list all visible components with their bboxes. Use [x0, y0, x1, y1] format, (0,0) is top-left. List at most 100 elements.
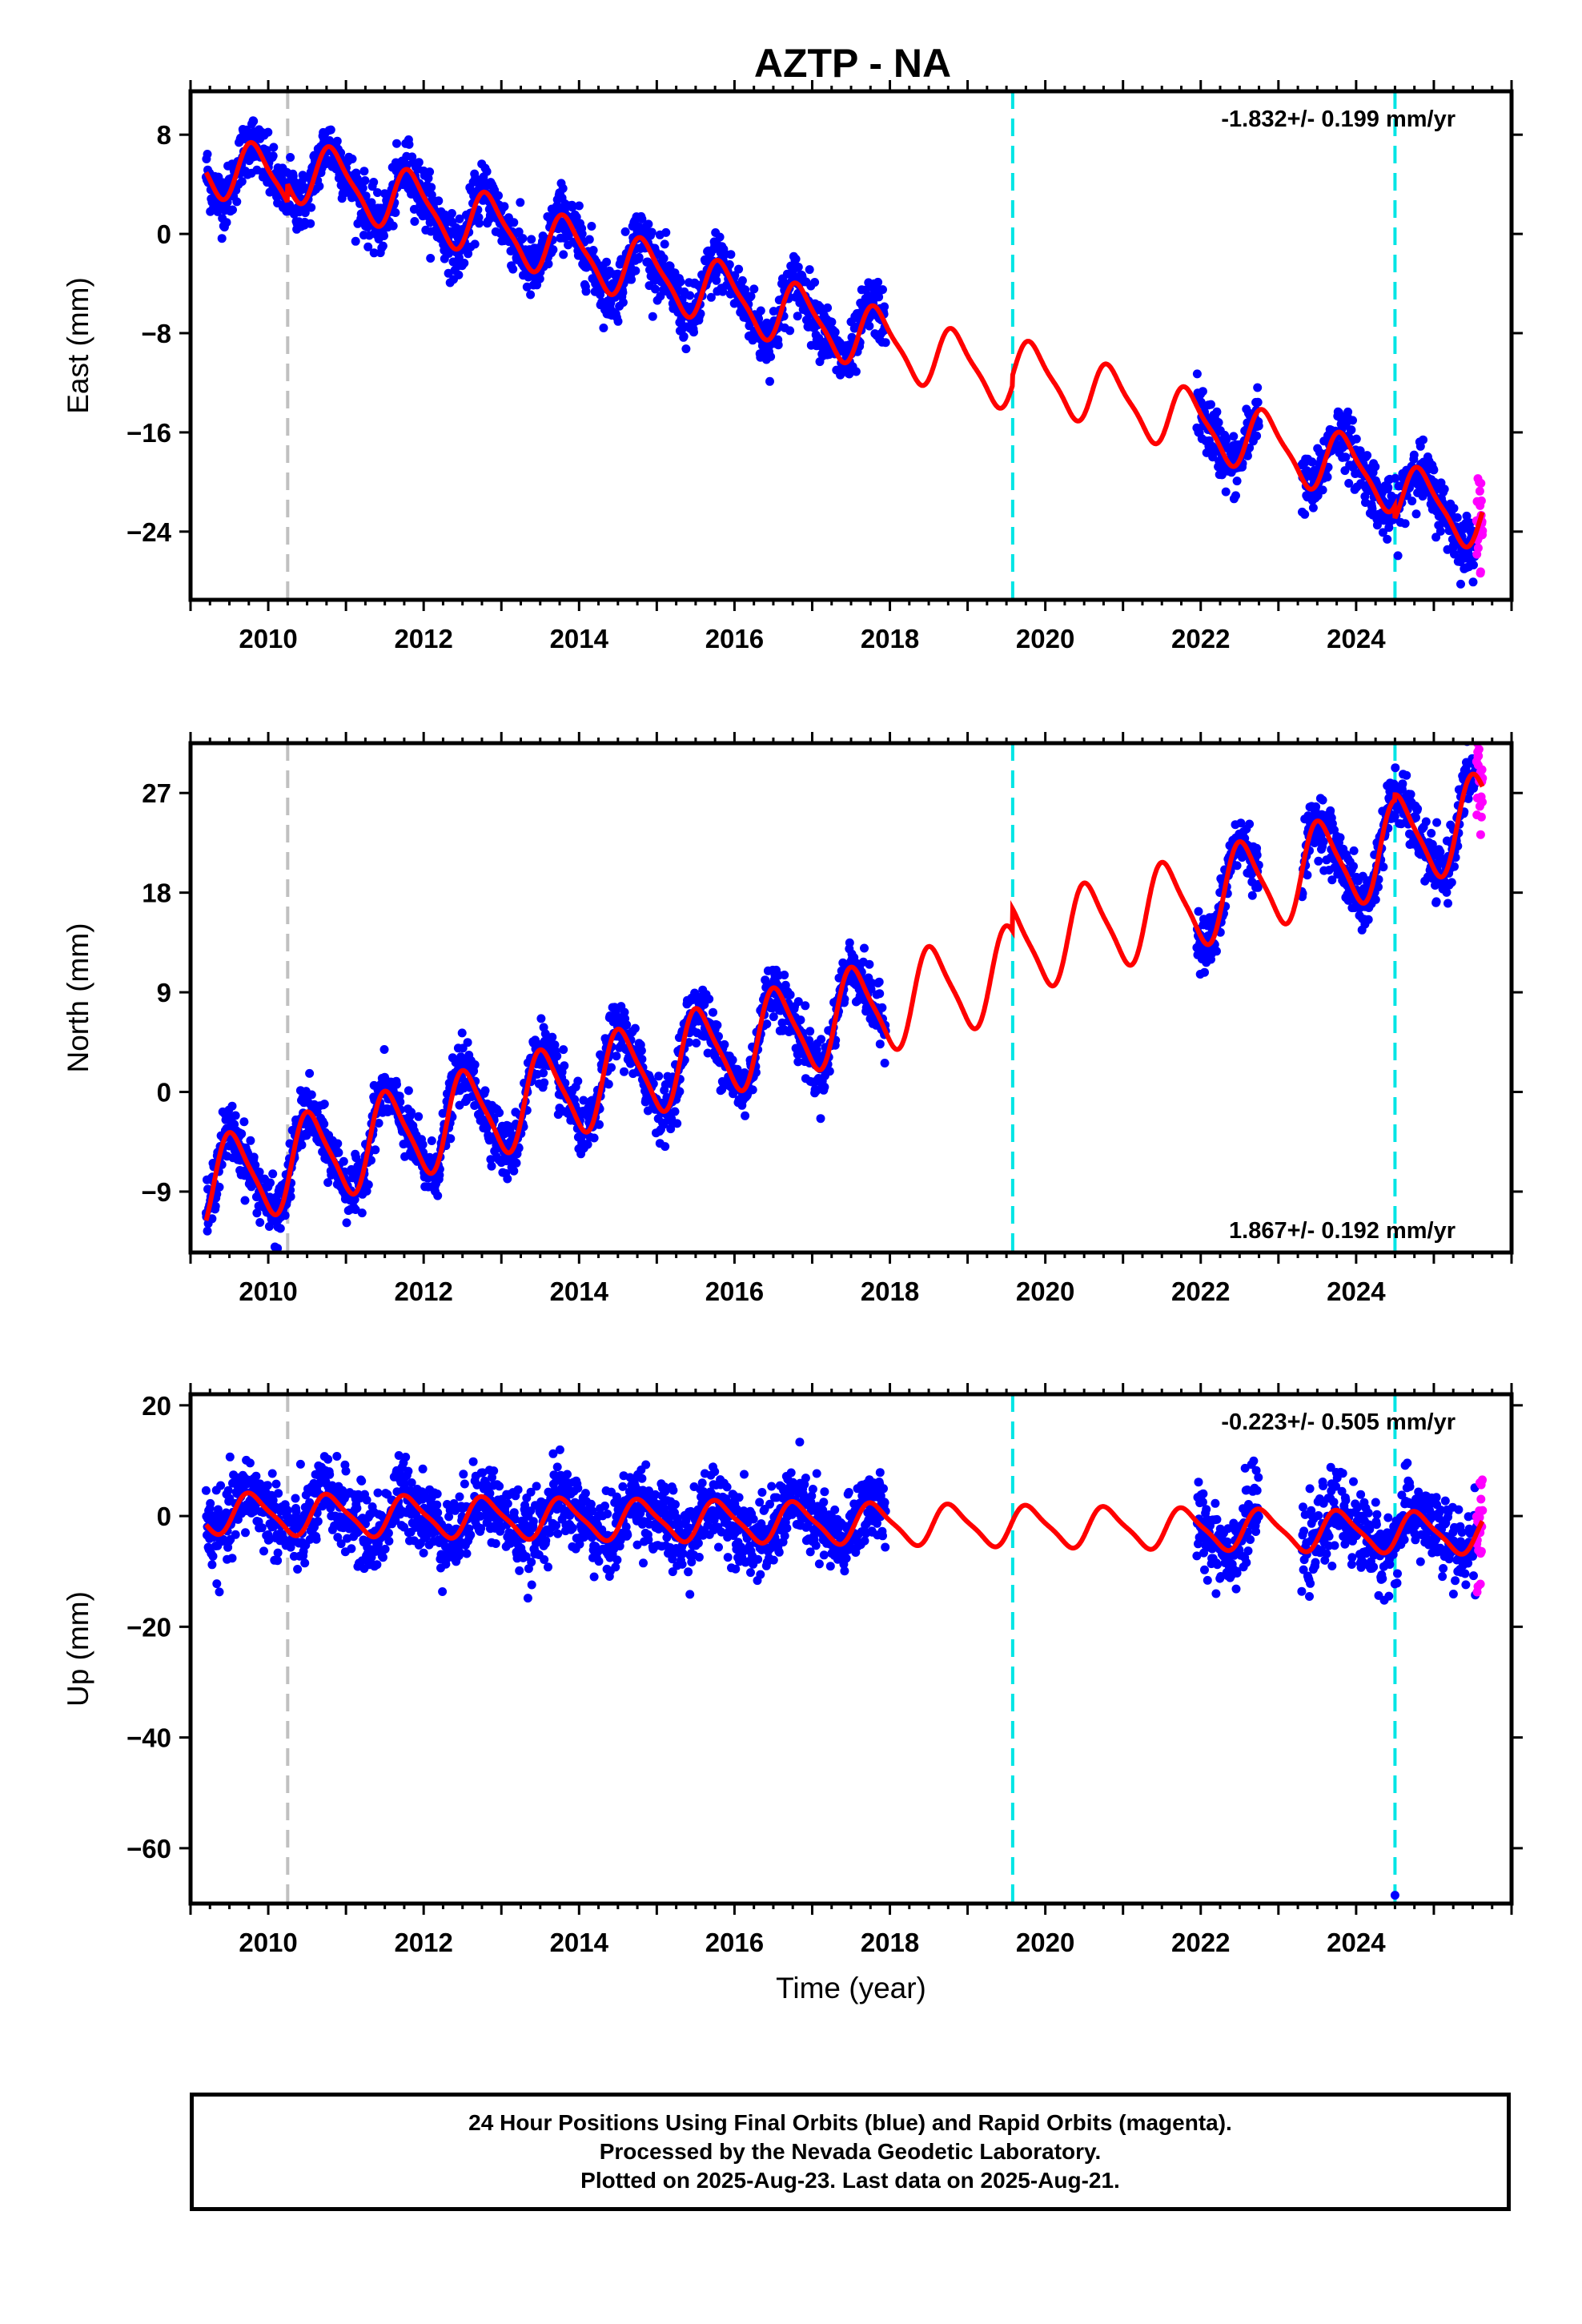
- data-point: [509, 218, 519, 227]
- chart-title: AZTP - NA: [754, 41, 951, 86]
- data-point: [332, 1452, 342, 1461]
- data-point: [363, 242, 373, 251]
- data-point: [239, 1117, 249, 1127]
- data-point: [1427, 829, 1436, 838]
- data-point: [231, 1111, 240, 1120]
- data-point: [1462, 511, 1472, 521]
- y-tick-label: 0: [157, 1078, 171, 1108]
- data-point: [659, 254, 669, 263]
- data-point: [878, 285, 887, 295]
- data-point: [357, 1208, 367, 1218]
- rapid-point: [1476, 812, 1486, 822]
- data-point: [1431, 897, 1441, 907]
- data-point: [845, 938, 854, 947]
- data-point: [1323, 472, 1332, 482]
- data-point: [463, 1038, 472, 1047]
- data-point: [737, 275, 747, 285]
- data-point: [573, 1076, 583, 1086]
- data-point: [734, 264, 744, 274]
- y-tick-label: 27: [142, 778, 171, 808]
- data-point: [527, 235, 536, 244]
- y-tick-label: −16: [126, 418, 171, 448]
- data-point: [454, 270, 464, 279]
- data-point: [269, 143, 279, 152]
- data-point: [231, 1530, 240, 1539]
- data-point: [820, 1082, 829, 1092]
- data-point: [1253, 397, 1263, 407]
- data-point: [796, 1015, 805, 1025]
- x-tick-label: 2024: [1327, 1277, 1386, 1306]
- data-point: [676, 277, 685, 287]
- rapid-point: [1474, 621, 1483, 630]
- data-point: [280, 1211, 290, 1220]
- data-point: [225, 1452, 235, 1462]
- data-point: [726, 250, 736, 259]
- data-point: [589, 1133, 599, 1143]
- data-point: [681, 344, 691, 354]
- data-point: [637, 215, 647, 223]
- data-point: [661, 227, 671, 237]
- data-point: [339, 1156, 348, 1166]
- data-point: [875, 989, 885, 999]
- x-tick-label: 2014: [550, 1277, 609, 1306]
- data-point: [273, 1556, 283, 1566]
- data-point: [552, 1051, 562, 1061]
- data-point: [599, 324, 608, 332]
- data-point: [728, 1055, 737, 1065]
- data-point: [725, 259, 734, 269]
- data-point: [307, 1090, 316, 1100]
- data-point: [1307, 457, 1317, 467]
- data-point: [1245, 819, 1255, 829]
- data-point: [433, 1191, 443, 1200]
- data-point: [618, 298, 628, 308]
- data-point: [291, 1494, 300, 1503]
- data-point: [874, 977, 884, 987]
- data-point: [1318, 795, 1327, 805]
- data-point: [805, 265, 814, 275]
- data-point: [454, 253, 464, 263]
- data-point: [283, 1506, 292, 1515]
- data-point: [286, 153, 295, 162]
- rapid-point: [1473, 543, 1483, 553]
- data-point: [241, 1528, 250, 1538]
- data-point: [237, 177, 247, 187]
- data-point: [1200, 967, 1209, 977]
- data-point: [273, 1548, 283, 1558]
- data-point: [535, 274, 544, 283]
- data-point: [793, 312, 802, 321]
- data-point: [360, 176, 370, 185]
- data-point: [823, 303, 833, 312]
- data-point: [1432, 818, 1442, 827]
- data-point: [873, 277, 883, 287]
- x-tick-label: 2020: [1016, 624, 1074, 653]
- data-point: [391, 208, 400, 217]
- data-point: [206, 1498, 215, 1508]
- rapid-point: [1476, 567, 1485, 577]
- data-point: [539, 1068, 548, 1078]
- data-point: [526, 290, 536, 300]
- data-point: [249, 1152, 259, 1162]
- data-point: [369, 178, 379, 187]
- data-point: [1439, 485, 1449, 494]
- data-point: [620, 227, 630, 236]
- data-point: [827, 317, 837, 327]
- data-point: [544, 259, 553, 269]
- data-point: [203, 1226, 212, 1236]
- data-point: [620, 1067, 628, 1076]
- data-point: [237, 1129, 247, 1139]
- data-point: [1379, 862, 1388, 872]
- data-point: [785, 990, 795, 999]
- data-point: [201, 1486, 211, 1495]
- data-point: [706, 292, 716, 302]
- data-point: [1456, 579, 1465, 589]
- data-point: [263, 127, 273, 137]
- data-point: [596, 290, 605, 300]
- data-point: [378, 241, 387, 251]
- north-panel: 2010 2012 2014 2016 2018 2020 2022 2024271890−9…: [62, 732, 1523, 1306]
- x-tick-label: 2024: [1327, 624, 1386, 653]
- data-point: [388, 221, 398, 231]
- data-point: [228, 205, 237, 215]
- data-point: [1341, 452, 1351, 462]
- data-point: [548, 1032, 557, 1042]
- data-point: [255, 1218, 265, 1227]
